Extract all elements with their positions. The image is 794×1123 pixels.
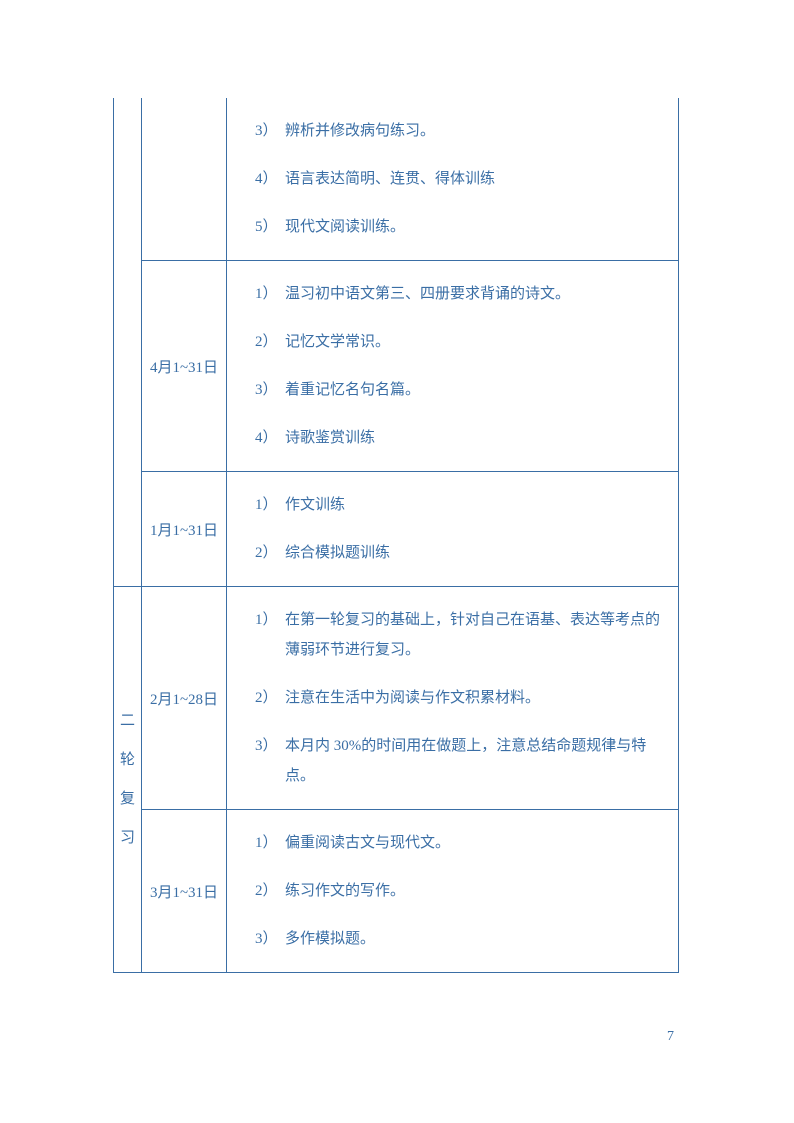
list-item: 2） 记忆文学常识。 — [237, 327, 668, 357]
date-cell: 1月1~31日 — [142, 472, 227, 587]
item-text: 综合模拟题训练 — [285, 538, 668, 568]
table-row: 4月1~31日 1） 温习初中语文第三、四册要求背诵的诗文。 2） 记忆文学常识… — [114, 261, 679, 472]
item-text: 在第一轮复习的基础上，针对自己在语基、表达等考点的薄弱环节进行复习。 — [285, 605, 668, 665]
date-cell: 4月1~31日 — [142, 261, 227, 472]
content-cell: 3） 辨析并修改病句练习。 4） 语言表达简明、连贯、得体训练 5） 现代文阅读… — [227, 98, 679, 261]
item-number: 5） — [237, 212, 285, 242]
content-cell: 1） 作文训练 2） 综合模拟题训练 — [227, 472, 679, 587]
phase-cell: 二轮复习 — [114, 587, 142, 973]
item-text: 辨析并修改病句练习。 — [285, 116, 668, 146]
table-row: 3） 辨析并修改病句练习。 4） 语言表达简明、连贯、得体训练 5） 现代文阅读… — [114, 98, 679, 261]
item-text: 作文训练 — [285, 490, 668, 520]
date-cell: 2月1~28日 — [142, 587, 227, 810]
table-row: 1月1~31日 1） 作文训练 2） 综合模拟题训练 — [114, 472, 679, 587]
item-number: 3） — [237, 375, 285, 405]
item-text: 温习初中语文第三、四册要求背诵的诗文。 — [285, 279, 668, 309]
item-number: 1） — [237, 605, 285, 665]
list-item: 2） 注意在生活中为阅读与作文积累材料。 — [237, 683, 668, 713]
phase-cell — [114, 98, 142, 587]
content-cell: 1） 在第一轮复习的基础上，针对自己在语基、表达等考点的薄弱环节进行复习。 2）… — [227, 587, 679, 810]
item-text: 偏重阅读古文与现代文。 — [285, 828, 668, 858]
item-text: 着重记忆名句名篇。 — [285, 375, 668, 405]
list-item: 5） 现代文阅读训练。 — [237, 212, 668, 242]
list-item: 4） 诗歌鉴赏训练 — [237, 423, 668, 453]
study-plan-table: 3） 辨析并修改病句练习。 4） 语言表达简明、连贯、得体训练 5） 现代文阅读… — [113, 98, 679, 973]
list-item: 2） 练习作文的写作。 — [237, 876, 668, 906]
list-item: 3） 本月内 30%的时间用在做题上，注意总结命题规律与特点。 — [237, 731, 668, 791]
list-item: 1） 作文训练 — [237, 490, 668, 520]
table-row: 二轮复习 2月1~28日 1） 在第一轮复习的基础上，针对自己在语基、表达等考点… — [114, 587, 679, 810]
item-text: 注意在生活中为阅读与作文积累材料。 — [285, 683, 668, 713]
content-cell: 1） 温习初中语文第三、四册要求背诵的诗文。 2） 记忆文学常识。 3） 着重记… — [227, 261, 679, 472]
item-text: 语言表达简明、连贯、得体训练 — [285, 164, 668, 194]
item-text: 练习作文的写作。 — [285, 876, 668, 906]
list-item: 1） 偏重阅读古文与现代文。 — [237, 828, 668, 858]
list-item: 3） 着重记忆名句名篇。 — [237, 375, 668, 405]
list-item: 3） 多作模拟题。 — [237, 924, 668, 954]
item-number: 2） — [237, 683, 285, 713]
document-page: 3） 辨析并修改病句练习。 4） 语言表达简明、连贯、得体训练 5） 现代文阅读… — [113, 98, 679, 973]
item-text: 现代文阅读训练。 — [285, 212, 668, 242]
content-cell: 1） 偏重阅读古文与现代文。 2） 练习作文的写作。 3） 多作模拟题。 — [227, 810, 679, 973]
date-cell — [142, 98, 227, 261]
item-number: 1） — [237, 828, 285, 858]
item-text: 多作模拟题。 — [285, 924, 668, 954]
list-item: 4） 语言表达简明、连贯、得体训练 — [237, 164, 668, 194]
item-number: 1） — [237, 490, 285, 520]
item-number: 1） — [237, 279, 285, 309]
item-number: 2） — [237, 876, 285, 906]
item-text: 诗歌鉴赏训练 — [285, 423, 668, 453]
item-text: 本月内 30%的时间用在做题上，注意总结命题规律与特点。 — [285, 731, 668, 791]
list-item: 2） 综合模拟题训练 — [237, 538, 668, 568]
date-cell: 3月1~31日 — [142, 810, 227, 973]
table-row: 3月1~31日 1） 偏重阅读古文与现代文。 2） 练习作文的写作。 3） 多作… — [114, 810, 679, 973]
list-item: 1） 在第一轮复习的基础上，针对自己在语基、表达等考点的薄弱环节进行复习。 — [237, 605, 668, 665]
item-number: 4） — [237, 423, 285, 453]
item-number: 2） — [237, 538, 285, 568]
item-number: 3） — [237, 731, 285, 791]
page-number: 7 — [667, 1029, 674, 1045]
item-number: 3） — [237, 924, 285, 954]
item-number: 3） — [237, 116, 285, 146]
list-item: 3） 辨析并修改病句练习。 — [237, 116, 668, 146]
item-number: 2） — [237, 327, 285, 357]
item-text: 记忆文学常识。 — [285, 327, 668, 357]
item-number: 4） — [237, 164, 285, 194]
list-item: 1） 温习初中语文第三、四册要求背诵的诗文。 — [237, 279, 668, 309]
